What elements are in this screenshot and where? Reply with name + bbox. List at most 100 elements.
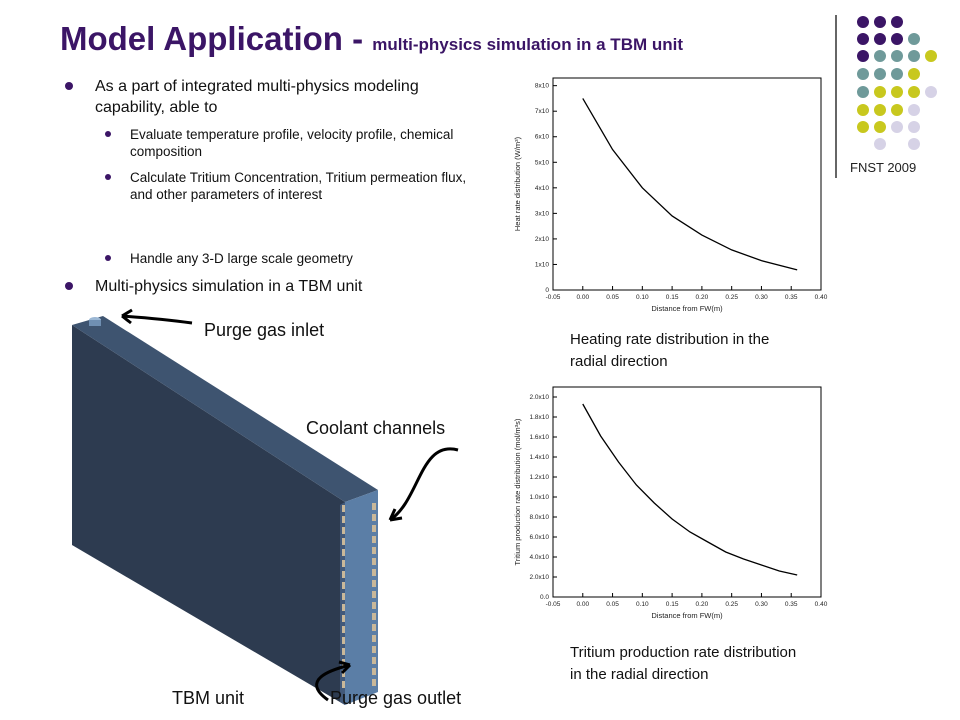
bullet-text: Calculate Tritium Concentration, Tritium… [130,170,467,202]
x-tick-label: 0.00 [576,294,589,301]
sub-bullet: Evaluate temperature profile, velocity p… [105,126,480,160]
y-tick-label: 1.4x10 [529,454,549,461]
y-tick-label: 0 [545,287,549,294]
y-tick-label: 7x10 [535,108,549,115]
x-tick-label: 0.30 [755,601,768,608]
bullet: As a part of integrated multi-physics mo… [65,76,465,118]
channel [372,679,376,686]
channel [372,536,376,543]
channel [372,668,376,675]
x-tick-label: 0.25 [725,601,738,608]
arrows [121,308,459,702]
data-line [582,403,798,576]
x-tick-label: 0.05 [606,294,619,301]
y-tick-label: 6x10 [535,134,549,141]
channel [372,646,376,653]
logo-dots [835,15,937,178]
channel [342,549,345,556]
title: Model Application - multi-physics simula… [60,20,683,58]
label: Purge gas inlet [204,320,325,340]
channel [372,580,376,587]
x-tick-label: 0.10 [636,294,649,301]
channel [342,681,345,688]
x-axis-title: Distance from FW(m) [651,611,723,620]
y-tick-label: 5x10 [535,159,549,166]
x-tick-label: 0.15 [666,601,679,608]
y-tick-label: 3x10 [535,210,549,217]
x-tick-label: 0.35 [785,294,798,301]
y-tick-label: 1.2x10 [529,474,549,481]
channel [372,503,376,510]
x-tick-label: -0.05 [546,601,561,608]
y-tick-label: 4x10 [535,185,549,192]
label: Purge gas outlet [330,688,462,708]
channel [372,635,376,642]
x-tick-label: 0.35 [785,601,798,608]
x-tick-label: 0.10 [636,601,649,608]
plot-frame [552,77,822,291]
y-tick-label: 2.0x10 [529,574,549,581]
sub-bullet: Calculate Tritium Concentration, Tritium… [105,169,480,203]
channel [342,615,345,622]
title-main: Model Application - [60,20,373,57]
channel [342,527,345,534]
bullet: Multi-physics simulation in a TBM unit [65,276,465,297]
x-tick-label: -0.05 [546,294,561,301]
channel [372,591,376,598]
bullet-text: Multi-physics simulation in a TBM unit [95,278,363,295]
channel [372,547,376,554]
x-tick-label: 0.20 [696,601,709,608]
x-tick-label: 0.05 [606,601,619,608]
channel [342,637,345,644]
channel [342,571,345,578]
charts: -0.05 0.00 0.05 0.10 0.15 0.20 0.25 0.30 0.35 0.4… [513,77,828,620]
y-tick-label: 1.8x10 [529,414,549,421]
bullet-text: As a part of integrated multi-physics mo… [95,78,419,116]
channel [372,624,376,631]
channel [342,516,345,523]
channel [372,514,376,521]
caption: Heating rate distribution in the radial … [570,331,770,370]
label: Coolant channels [306,418,446,438]
y-axis-title: Heat rate distribution (W/m³) [513,136,522,231]
title-sub: multi-physics simulation in a TBM unit [372,35,684,54]
y-tick-label: 8.0x10 [529,514,549,521]
channel [372,657,376,664]
channel [372,525,376,532]
x-tick-label: 0.40 [815,601,828,608]
x-tick-label: 0.00 [576,601,589,608]
channel [342,593,345,600]
caption: Tritium production rate distribution in … [570,644,797,683]
channel [372,558,376,565]
x-tick-label: 0.30 [755,294,768,301]
x-tick-label: 0.20 [696,294,709,301]
data-line [582,98,798,271]
y-axis-title: Tritium production rate distribution (mo… [513,418,522,565]
channel [372,569,376,576]
logo-text: FNST 2009 [850,160,917,175]
channel [342,626,345,633]
y-tick-label: 2.0x10 [529,394,549,401]
plot-frame [552,386,822,598]
channel [342,582,345,589]
y-tick-label: 8x10 [535,83,549,90]
bullet-text: Evaluate temperature profile, velocity p… [130,127,454,159]
y-tick-label: 1.6x10 [529,434,549,441]
tbm-drawing [72,316,378,705]
y-tick-label: 0.0 [540,594,549,601]
y-tick-label: 6.0x10 [529,534,549,541]
x-axis-title: Distance from FW(m) [651,304,723,313]
label: TBM unit [172,688,245,708]
y-tick-label: 2x10 [535,236,549,243]
y-tick-label: 4.0x10 [529,554,549,561]
x-tick-label: 0.25 [725,294,738,301]
channel [372,613,376,620]
channel [342,560,345,567]
channel [342,505,345,512]
bullet-text: Handle any 3-D large scale geometry [130,251,353,266]
channel [342,538,345,545]
y-tick-label: 1x10 [535,261,549,268]
x-tick-label: 0.40 [815,294,828,301]
